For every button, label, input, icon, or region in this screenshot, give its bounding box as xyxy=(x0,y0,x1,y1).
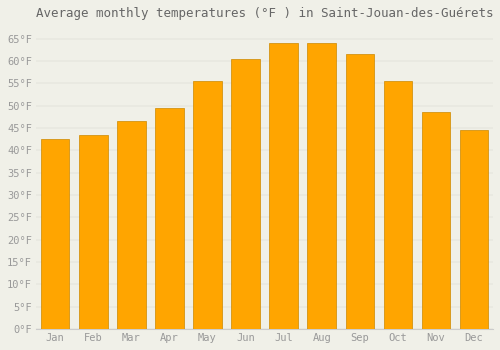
Bar xyxy=(79,135,108,329)
Bar xyxy=(270,43,298,329)
Bar xyxy=(308,43,336,329)
Bar xyxy=(117,121,145,329)
Title: Average monthly temperatures (°F ) in Saint-Jouan-des-Guérets: Average monthly temperatures (°F ) in Sa… xyxy=(36,7,494,20)
Bar xyxy=(346,54,374,329)
Bar xyxy=(41,139,70,329)
Bar xyxy=(155,108,184,329)
Bar xyxy=(384,81,412,329)
Bar xyxy=(422,112,450,329)
Bar xyxy=(193,81,222,329)
Bar xyxy=(460,130,488,329)
Bar xyxy=(232,59,260,329)
